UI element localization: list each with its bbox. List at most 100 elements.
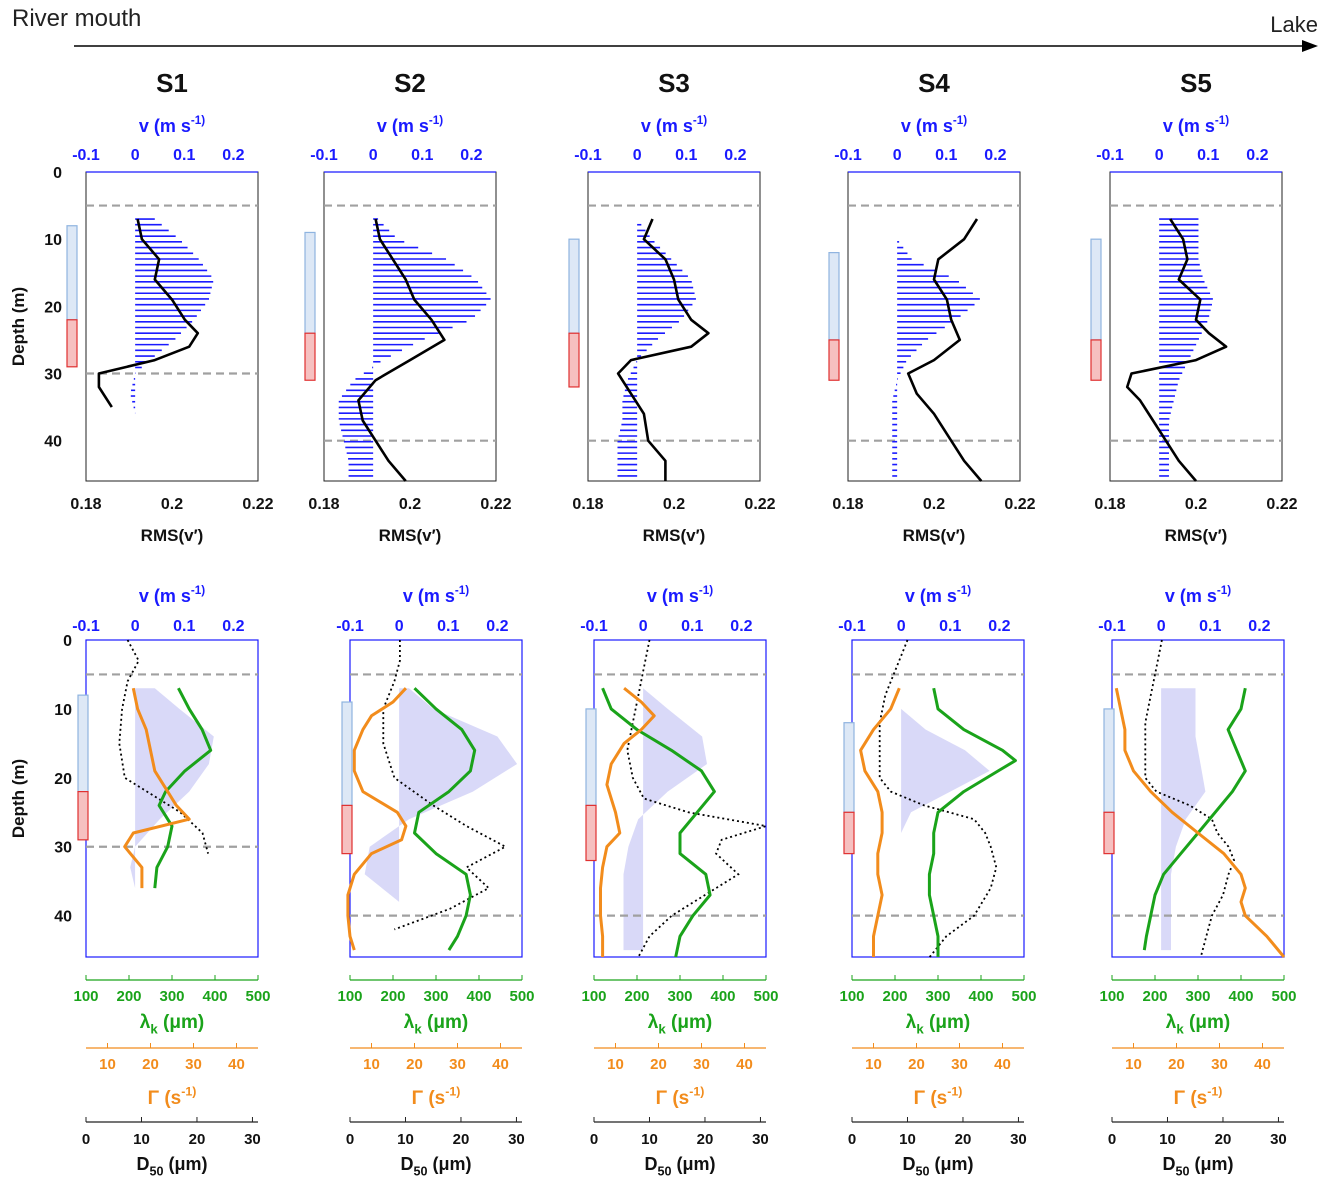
top-v-tick-label: -0.1 [834,147,862,164]
hypolimnion-box [77,791,89,841]
metalimnion-box [568,238,580,334]
top-v-tick-label: 0.1 [935,147,957,164]
river-mouth-label: River mouth [12,5,141,32]
lambda-tick-label: 500 [1011,988,1036,1005]
bottom-v-tick-label: 0.2 [730,618,752,635]
gamma-tick-label: 20 [406,1056,423,1073]
d50-profile-line [626,639,767,958]
gamma-tick-label: 40 [492,1056,509,1073]
hypolimnion-box [66,319,78,368]
bottom-v-axis-label: v (m s-1) [1165,584,1231,606]
d50-tick-label: 0 [346,1131,354,1148]
top-depth-tick-label: 0 [53,165,62,182]
d50-profile-line [878,639,998,958]
d50-tick-label: 10 [133,1131,150,1148]
bottom-plot-frame [593,639,767,958]
bottom-depth-tick-label: 40 [54,909,72,926]
d50-tick-label: 10 [1159,1131,1176,1148]
bottom-v-tick-label: 0.2 [222,618,244,635]
rms-tick-label: 0.22 [744,496,775,513]
rms-tick-label: 0.2 [923,496,945,513]
top-depth-tick-label: 30 [44,367,62,384]
metalimnion-box [304,231,316,334]
metalimnion-box [828,252,840,341]
bottom-depth-tick-label: 30 [54,840,72,857]
rms-tick-label: 0.18 [308,496,339,513]
d50-tick-label: 30 [244,1131,261,1148]
lambda-tick-label: 400 [1228,988,1253,1005]
gamma-profile-line [1114,687,1286,958]
lambda-tick-label: 100 [337,988,362,1005]
gamma-tick-label: 10 [363,1056,380,1073]
rms-tick-label: 0.22 [1266,496,1297,513]
transect-arrow-head [1302,40,1318,52]
lambda-tick-label: 100 [1099,988,1124,1005]
lambda-axis-label: λk (μm) [906,1012,970,1037]
top-v-tick-label: -0.1 [574,147,602,164]
rms-tick-label: 0.2 [399,496,421,513]
bottom-v-tick-label: -0.1 [1098,618,1126,635]
rms-tick-label: 0.2 [1185,496,1207,513]
rms-profile-line [357,218,446,482]
rms-tick-label: 0.18 [572,496,603,513]
station-title: S2 [394,68,426,98]
d50-tick-label: 0 [82,1131,90,1148]
gamma-tick-label: 10 [1125,1056,1142,1073]
gamma-axis-label: Γ (s-1) [914,1084,963,1109]
bottom-depth-tick-label: 20 [54,771,72,788]
rms-axis-label: RMS(v′) [643,526,706,545]
d50-profile-line [118,639,209,854]
top-v-tick-label: 0 [131,147,140,164]
station-s1: S1v (m s-1)-0.1 0 0.1 0.20.18 0.2 0.22RMS(v′)… [9,68,274,1178]
gamma-tick-label: 40 [228,1056,245,1073]
top-v-tick-label: 0 [369,147,378,164]
gamma-profile-line [599,687,656,957]
bottom-v-tick-label: 0 [897,618,906,635]
lambda-k-profile-line [413,687,477,951]
rms-profile-line [97,218,200,408]
rms-tick-label: 0.18 [70,496,101,513]
rms-tick-label: 0.2 [161,496,183,513]
top-depth-tick-label: 20 [44,299,62,316]
d50-axis-label: D50 (μm) [136,1154,207,1178]
station-s3: S3 v (m s-1) -0.1 0 0.1 0.2 0.18 0.2 0.22 RMS(v′)… [568,68,779,1178]
bottom-v-tick-label: 0.2 [486,618,508,635]
lambda-tick-label: 300 [925,988,950,1005]
station-title: S4 [918,68,950,98]
hypolimnion-box [304,332,316,381]
bottom-v-tick-label: 0.1 [1199,618,1221,635]
rms-profile-line [1125,218,1228,482]
d50-axis-label: D50 (μm) [400,1154,471,1178]
velocity-shaded-area [623,688,707,951]
lambda-tick-label: 300 [423,988,448,1005]
velocity-shaded-area [364,688,518,944]
gamma-tick-label: 40 [736,1056,753,1073]
bottom-v-tick-label: 0.1 [681,618,703,635]
rms-tick-label: 0.18 [832,496,863,513]
d50-tick-label: 20 [189,1131,206,1148]
bottom-v-tick-label: -0.1 [580,618,608,635]
metalimnion-box [77,694,89,793]
d50-tick-label: 30 [508,1131,525,1148]
lambda-k-profile-line [153,687,213,889]
panels-layer: S1v (m s-1)-0.1 0 0.1 0.20.18 0.2 0.22RMS(v′)… [9,68,1298,1178]
lambda-tick-label: 200 [380,988,405,1005]
bottom-v-axis-label: v (m s-1) [403,584,469,606]
lambda-tick-label: 300 [1185,988,1210,1005]
station-title: S5 [1180,68,1212,98]
gamma-tick-label: 10 [99,1056,116,1073]
d50-tick-label: 20 [697,1131,714,1148]
rms-axis-label: RMS(v′) [379,526,442,545]
d50-tick-label: 0 [590,1131,598,1148]
lambda-tick-label: 500 [245,988,270,1005]
bottom-depth-axis-label: Depth (m) [9,759,28,838]
lambda-tick-label: 400 [968,988,993,1005]
lambda-axis-label: λk (μm) [1166,1012,1230,1037]
lambda-tick-label: 100 [839,988,864,1005]
lambda-tick-label: 200 [624,988,649,1005]
gamma-axis-label: Γ (s-1) [148,1084,197,1109]
lambda-tick-label: 200 [116,988,141,1005]
metalimnion-box [1090,238,1102,341]
bottom-v-tick-label: -0.1 [838,618,866,635]
